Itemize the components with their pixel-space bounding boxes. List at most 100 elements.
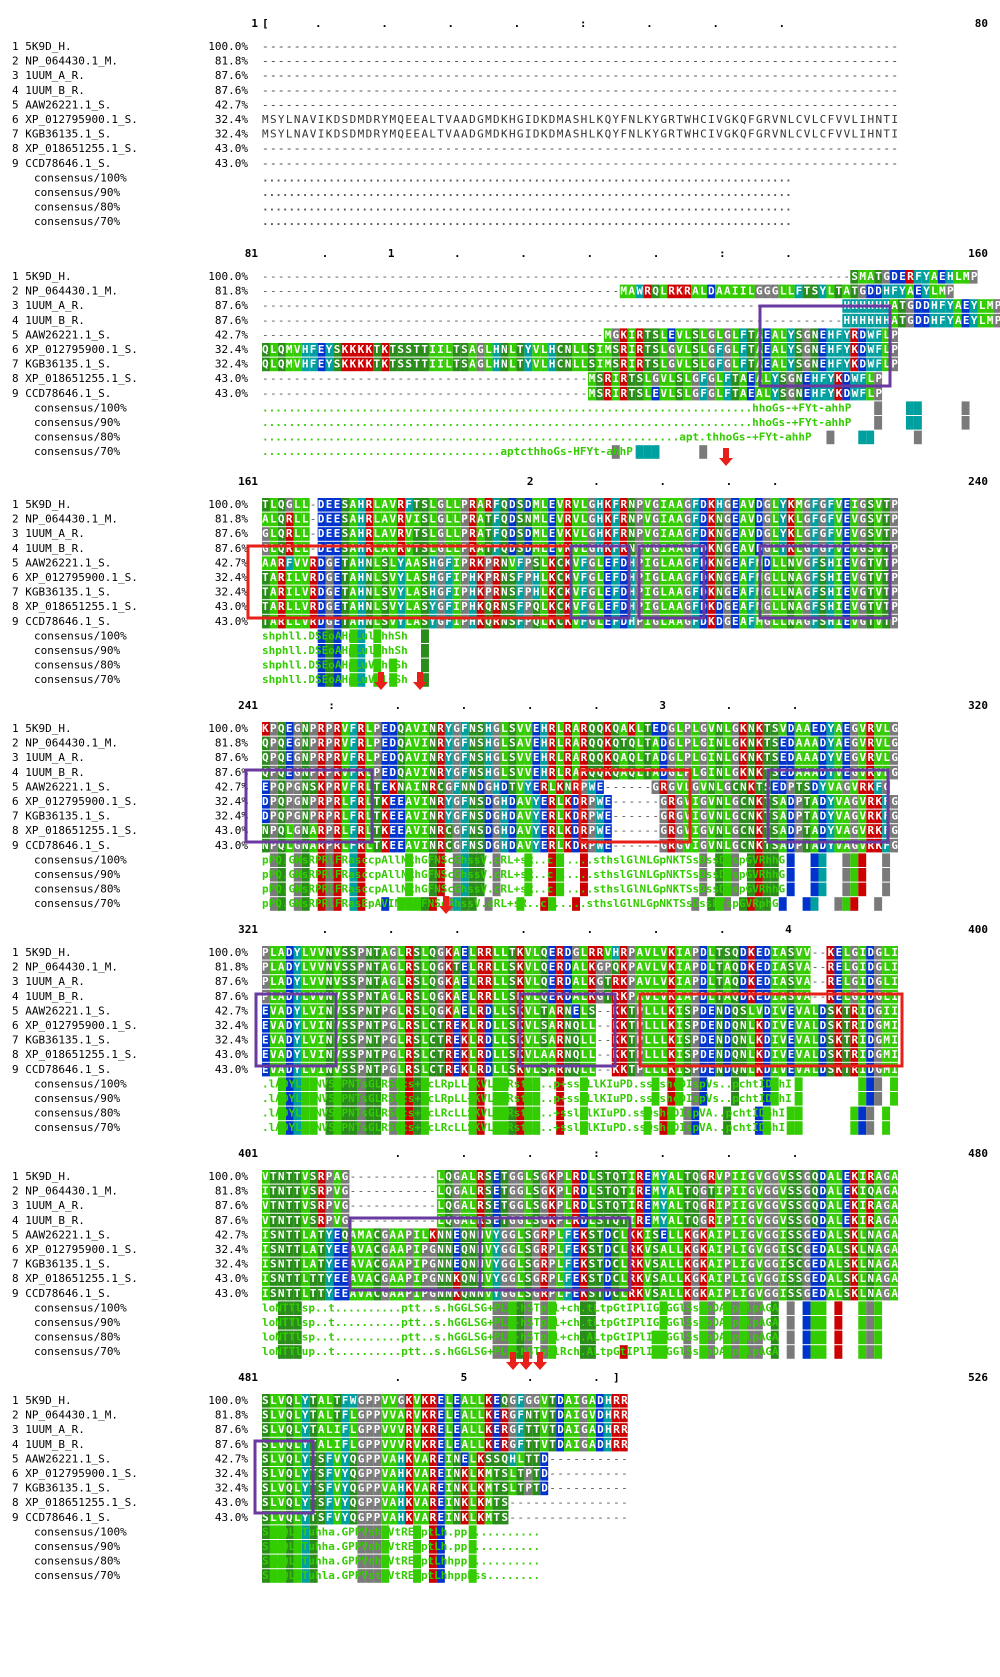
residue-cell [397, 824, 406, 838]
residue-cell [866, 600, 875, 614]
identity-percent: 32.4% [215, 795, 248, 808]
residue-cell [794, 614, 803, 629]
residue-cell [786, 571, 795, 585]
residue-cell [492, 600, 501, 614]
residue-cell [301, 722, 310, 736]
sequence-name: 3 1UUM_A_R. [12, 751, 85, 764]
residue-cell [619, 585, 628, 600]
consensus-cell [842, 897, 851, 911]
residue-cell [269, 722, 278, 736]
identity-percent: 100.0% [208, 722, 248, 735]
consensus-cell [858, 1092, 867, 1106]
residue-cell [587, 541, 596, 556]
residue-cell [476, 824, 485, 838]
residue-cell [794, 556, 803, 570]
sequence-name: 9 CCD78646.1_S. [12, 839, 111, 852]
residue-cell [564, 824, 573, 838]
consensus-cell [866, 1301, 875, 1315]
residue-cell [381, 975, 390, 989]
residue-cell [595, 751, 604, 765]
residue-cell [405, 600, 414, 614]
consensus-cell [421, 629, 429, 643]
residue-cell [874, 824, 883, 838]
residue-cell [484, 541, 493, 556]
sequence-name: 6 XP_012795900.1_S. [12, 343, 138, 356]
consensus-cell [874, 897, 883, 911]
residue-cell [587, 512, 596, 527]
sequence-row: 9 CCD78646.1_S. 43.0% --------------------… [12, 157, 898, 170]
residue-cell [746, 722, 755, 736]
residue-cell [373, 571, 382, 585]
consensus-cell [524, 882, 533, 897]
residue-cell [874, 722, 883, 736]
residue-cell [643, 975, 652, 989]
residue-cell [468, 556, 477, 570]
residue-cell [762, 751, 771, 765]
residue-cell [826, 722, 835, 736]
residue-cell [603, 809, 612, 824]
residue-cell [627, 960, 636, 975]
residue-cell [866, 765, 875, 780]
consensus-cell [905, 416, 914, 430]
residue-cell [365, 975, 374, 989]
residue-cell [564, 512, 573, 527]
residue-cell [731, 838, 739, 853]
consensus-cell [691, 897, 700, 911]
residue-cell [890, 270, 898, 284]
residue-cell [587, 600, 596, 614]
sequence-name: 2 NP_064430.1_M. [12, 513, 118, 526]
residue-cell [699, 975, 708, 989]
sequence-name: 6 XP_012795900.1_S. [12, 113, 138, 126]
consensus-cell [754, 897, 763, 911]
residue-cell [675, 328, 684, 342]
consensus-cell [762, 868, 771, 882]
residue-cell [587, 780, 596, 794]
residue-cell [333, 722, 342, 736]
consensus-cell [723, 853, 732, 867]
residue-cell [516, 795, 525, 809]
residue-cell [731, 824, 739, 838]
residue-cell [834, 946, 843, 960]
residue-cell [882, 313, 891, 328]
residue-cell [413, 498, 421, 512]
residue-cell [357, 780, 366, 794]
sequence-row: 8 XP_018651255.1_S. 43.0% TARLLVRDGETAHNLS… [12, 600, 898, 614]
residue-cell [659, 541, 668, 556]
residue-cell [794, 780, 803, 794]
consensus-row: consensus/90% SLVQLYTuhha.GPPVsh+VtRElptL… [34, 1540, 540, 1554]
consensus-cell [882, 853, 891, 867]
residue-cell [516, 498, 525, 512]
residue-cell [826, 386, 835, 401]
consensus-cell [357, 658, 366, 673]
residue-cell [516, 736, 525, 751]
residue-cell [746, 571, 755, 585]
residue-cell [452, 722, 461, 736]
residue-cell [405, 512, 414, 527]
residue-cell [580, 343, 588, 357]
sequence-name: 4 1UUM_B_R. [12, 766, 85, 779]
residue-cell [587, 795, 596, 809]
residue-cell [778, 556, 787, 570]
residue-cell [325, 512, 334, 527]
residue-cell [619, 722, 628, 736]
residue-cell [524, 571, 533, 585]
sequence-name: 6 XP_012795900.1_S. [12, 1467, 138, 1480]
residue-cell [882, 751, 891, 765]
residue-cell [707, 838, 716, 853]
residue-cell [277, 765, 286, 780]
consensus-cell [786, 1330, 795, 1345]
consensus-cell [357, 853, 366, 867]
residue-cell [778, 780, 787, 794]
residue-cell [436, 780, 445, 794]
residue-cell [731, 600, 739, 614]
consensus-cell [842, 853, 851, 867]
residue-cell [786, 722, 795, 736]
residue-cell [524, 357, 533, 372]
residue-cell [301, 946, 310, 960]
residue-cell [627, 512, 636, 527]
residue-cell [834, 795, 843, 809]
residue-cell [309, 946, 318, 960]
residue-cell [508, 614, 517, 629]
residue-cell [746, 824, 755, 838]
